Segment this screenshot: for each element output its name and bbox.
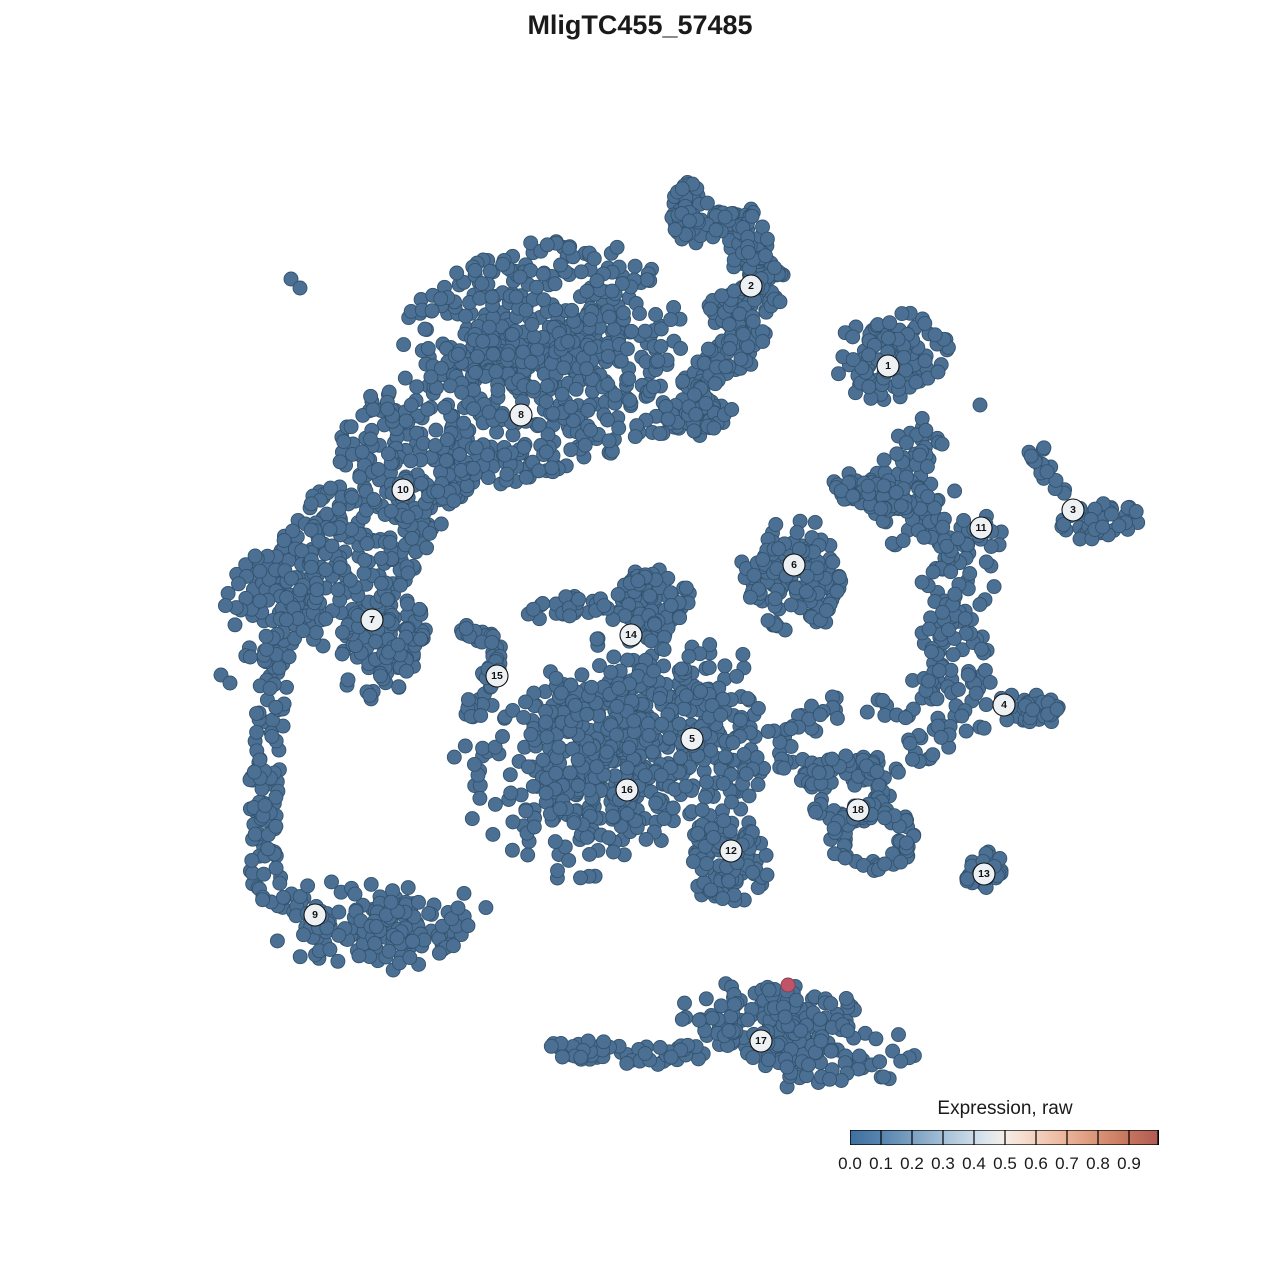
svg-text:1: 1 [885,360,891,372]
svg-text:7: 7 [369,614,375,626]
svg-text:15: 15 [491,670,503,682]
svg-text:10: 10 [397,484,409,496]
svg-text:14: 14 [625,629,637,641]
svg-text:16: 16 [621,784,633,796]
svg-text:13: 13 [978,868,990,880]
svg-text:18: 18 [852,804,864,816]
svg-text:4: 4 [1001,699,1007,711]
svg-text:3: 3 [1070,504,1076,516]
svg-text:2: 2 [748,280,754,292]
svg-text:17: 17 [755,1035,767,1047]
svg-text:11: 11 [975,522,986,534]
svg-text:6: 6 [791,559,797,571]
svg-text:9: 9 [312,909,318,921]
svg-text:8: 8 [518,409,524,421]
svg-text:12: 12 [725,845,737,857]
svg-text:5: 5 [689,733,695,745]
